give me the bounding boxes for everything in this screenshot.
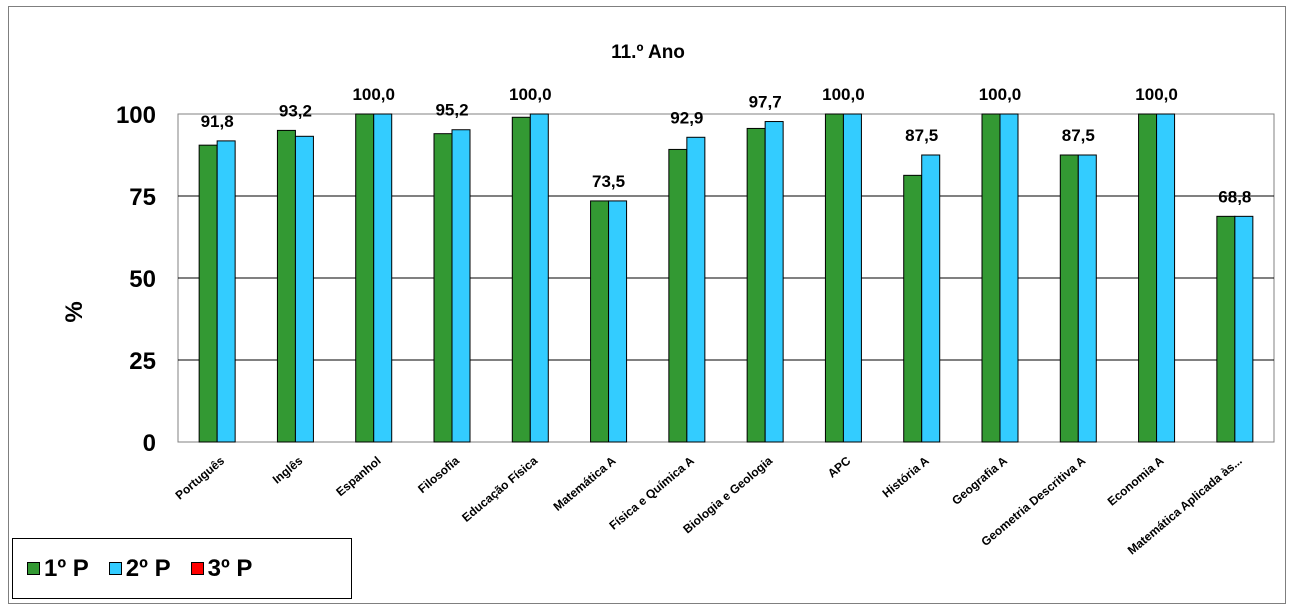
x-tick-label: Espanhol [333, 454, 383, 499]
x-tick-label: APC [825, 453, 854, 480]
bar-1p [668, 148, 688, 443]
bar-2p [216, 140, 236, 443]
data-label: 93,2 [279, 101, 312, 120]
legend-label-2p: 2º P [125, 554, 171, 582]
bar-1p [903, 174, 923, 443]
bar-1p [1059, 154, 1079, 443]
data-label: 100,0 [509, 85, 552, 104]
legend-item-1p: 1º P [27, 555, 89, 583]
x-tick-label: Português [173, 453, 228, 502]
y-tick-label: 50 [129, 266, 156, 293]
bar-1p [746, 127, 766, 443]
bar-1p [511, 116, 531, 443]
legend-item-3p: 3º P [190, 554, 253, 583]
y-tick-label: 25 [129, 348, 156, 375]
x-tick-label: Geografia A [949, 453, 1010, 507]
data-label: 68,8 [1218, 187, 1251, 206]
legend-swatch-1p [27, 562, 40, 575]
bar-2p [1077, 154, 1097, 443]
bar-2p [294, 135, 314, 443]
data-labels: 91,8 93,2 100,0 95,2 100,0 73,5 92,9 97,7 100,0 8… [201, 85, 1252, 206]
bar-2p [373, 113, 393, 443]
data-label: 97,7 [749, 93, 782, 112]
bar-2p [608, 200, 628, 443]
bar-1p [824, 113, 844, 443]
legend-swatch-3p [190, 562, 204, 575]
y-tick-label: 75 [129, 184, 156, 211]
legend: 1º P 2º P 3º P [12, 538, 352, 599]
bar-2p [1156, 113, 1176, 443]
bar-2p [921, 154, 941, 443]
bars [198, 113, 1254, 443]
data-label: 87,5 [1062, 126, 1095, 145]
x-tick-label: Inglês [270, 453, 306, 486]
bar-2p [686, 136, 706, 443]
x-tick-label: Física e Química A [606, 453, 697, 532]
data-label: 91,8 [201, 112, 234, 131]
legend-label-1p: 1º P [44, 554, 89, 582]
y-tick-label: 100 [116, 102, 156, 129]
chart-frame [8, 6, 1286, 604]
x-tick-label: História A [880, 453, 932, 500]
bar-2p [1234, 215, 1254, 443]
bar-1p [433, 133, 453, 443]
x-tick-label: Economia A [1105, 453, 1167, 508]
data-label: 92,9 [670, 108, 703, 127]
x-tick-label: Matemática A [551, 453, 619, 513]
bar-1p [981, 113, 1001, 443]
legend-label-3p: 3º P [207, 554, 253, 582]
data-label: 100,0 [822, 85, 865, 104]
data-label: 100,0 [979, 85, 1022, 104]
data-label: 87,5 [905, 126, 938, 145]
x-tick-label: Educação Física [459, 453, 540, 524]
bar-1p [198, 144, 218, 443]
bar-2p [451, 129, 471, 443]
bar-1p [590, 200, 610, 443]
bar-2p [764, 121, 784, 443]
bar-1p [355, 113, 375, 443]
bar-2p [529, 113, 549, 443]
data-label: 95,2 [435, 101, 468, 120]
legend-item-2p: 2º P [108, 554, 171, 583]
y-axis-ticks: 0 25 50 75 100 [116, 102, 156, 457]
bar-1p [1216, 215, 1236, 443]
bar-2p [999, 113, 1019, 443]
data-label: 100,0 [352, 85, 395, 104]
data-label: 100,0 [1135, 85, 1178, 104]
x-tick-label: Filosofia [415, 453, 462, 496]
chart-title: 11.º Ano [611, 42, 685, 63]
bar-2p [842, 113, 862, 443]
y-tick-label: 0 [143, 430, 156, 457]
bar-1p [1138, 113, 1158, 443]
legend-swatch-2p [108, 562, 122, 575]
y-axis-label: % [61, 301, 88, 322]
bar-1p [276, 129, 296, 443]
data-label: 73,5 [592, 172, 625, 191]
